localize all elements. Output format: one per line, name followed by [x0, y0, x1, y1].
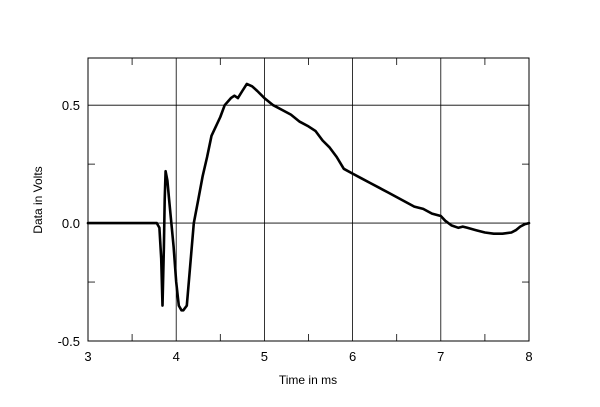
plot-background	[88, 58, 529, 341]
y-tick-labels: -0.5 0.0 0.5	[58, 98, 80, 349]
x-tick-label: 7	[437, 349, 444, 364]
y-axis-label: Data in Volts	[31, 166, 45, 233]
x-tick-labels: 3 4 5 6 7 8	[84, 349, 532, 364]
y-tick-label: 0.5	[62, 98, 80, 113]
series-line	[86, 82, 531, 312]
tick-marks	[88, 58, 529, 341]
x-axis-label: Time in ms	[279, 373, 337, 387]
y-tick-label: -0.5	[58, 334, 80, 349]
x-tick-label: 4	[173, 349, 180, 364]
y-tick-label: 0.0	[62, 216, 80, 231]
plot-frame	[87, 57, 530, 342]
x-tick-label: 6	[349, 349, 356, 364]
x-tick-label: 8	[525, 349, 532, 364]
x-tick-label: 5	[261, 349, 268, 364]
x-tick-label: 3	[84, 349, 91, 364]
